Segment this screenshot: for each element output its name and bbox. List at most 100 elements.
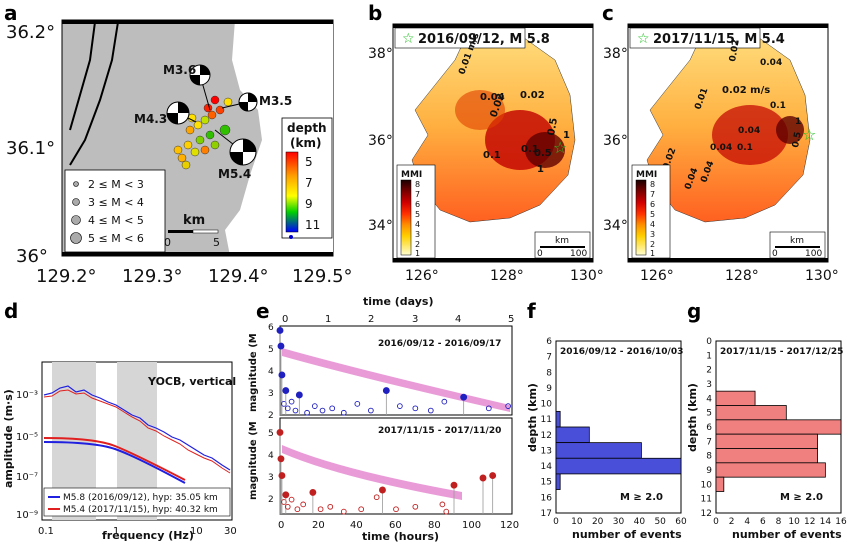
frame-tick-top — [62, 20, 333, 24]
aftershock-point — [368, 407, 374, 414]
svg-text:4: 4 — [268, 367, 274, 377]
panel-d: d YOCB, vertical M5.8 (2016/09/12), hyp:… — [2, 299, 237, 542]
aftershock-point — [282, 491, 290, 499]
svg-text:6: 6 — [650, 200, 655, 209]
panel-e: e time (days) 0 1 2 3 4 5 2016/09/12 - 2… — [248, 295, 519, 542]
svg-text:8: 8 — [415, 180, 420, 189]
panel-f: f 2016/09/12 - 2016/10/03 M ≥ 2.0 6 7 8 9 10… — [526, 299, 687, 541]
mmi-title: MMI — [401, 170, 422, 180]
lon-tick: 129.5° — [292, 266, 353, 287]
x-axis-label: number of events — [732, 528, 842, 541]
x-tick-label: 0 — [713, 517, 719, 527]
focal-mechanism-m43 — [166, 101, 190, 125]
svg-text:20: 20 — [312, 520, 325, 531]
svg-text:7: 7 — [415, 190, 420, 199]
y-tick-label: 10 — [701, 480, 713, 490]
event-label: M3.6 — [163, 63, 196, 77]
focal-mechanism-m54 — [229, 138, 257, 166]
depth-tick: 5 — [305, 155, 313, 169]
histogram-bar — [715, 405, 787, 421]
svg-text:km: km — [790, 236, 804, 246]
svg-text:6: 6 — [415, 200, 420, 209]
svg-text:0.04: 0.04 — [738, 126, 760, 136]
svg-text:40: 40 — [350, 520, 363, 531]
svg-text:0.02 m/s: 0.02 m/s — [722, 85, 770, 96]
panel-label-c: c — [602, 1, 614, 25]
svg-text:0: 0 — [537, 249, 543, 259]
svg-text:0.04: 0.04 — [710, 143, 732, 153]
x-tick-label: 40 — [634, 517, 646, 527]
aftershock-point — [382, 387, 390, 394]
depth-tick: 7 — [305, 176, 313, 190]
panel-label-f: f — [527, 299, 536, 323]
aftershock-point — [489, 472, 497, 480]
decay-band-top — [282, 348, 510, 412]
histogram-bar — [715, 419, 842, 435]
svg-text:120: 120 — [500, 520, 519, 531]
aftershock-point — [277, 455, 285, 463]
svg-text:130°: 130° — [805, 268, 839, 284]
svg-text:4: 4 — [268, 451, 274, 461]
y-tick-label: 7 — [706, 437, 712, 447]
depth-title: depth — [287, 121, 327, 135]
event-label: M3.5 — [259, 94, 292, 108]
aftershock-point — [441, 398, 448, 405]
lon-tick: 129.3° — [122, 266, 183, 287]
x-tick-label: 0 — [553, 517, 559, 527]
x-tick-label: 16 — [835, 517, 847, 527]
y-tick-label: 9 — [706, 466, 712, 476]
histogram-bar — [555, 426, 590, 444]
svg-text:3: 3 — [412, 314, 418, 325]
aftershock-point — [282, 387, 290, 394]
x-tick-label: 10 — [571, 517, 583, 527]
svg-text:1: 1 — [113, 526, 119, 537]
svg-text:100: 100 — [462, 520, 481, 531]
histogram-bar — [555, 473, 561, 490]
y-tick-label: 11 — [541, 415, 552, 425]
aftershock-point — [284, 405, 291, 412]
svg-text:2: 2 — [268, 411, 274, 421]
svg-text:10⁻⁷: 10⁻⁷ — [16, 472, 38, 483]
star-icon: ☆ — [402, 31, 415, 47]
svg-text:7: 7 — [650, 190, 655, 199]
y-axis-label: amplitude (m·s) — [2, 389, 15, 488]
spectrum-m54 — [43, 389, 231, 474]
svg-text:0.04: 0.04 — [760, 58, 782, 68]
x-ticks-g: 0 2 4 6 8 10 12 14 16 — [713, 517, 847, 527]
y-tick-label: 11 — [701, 495, 712, 505]
panel-g: g 2017/11/15 - 2017/12/25 M ≥ 2.0 012345… — [686, 299, 847, 541]
y-tick-label: 16 — [541, 493, 553, 503]
aftershock-point — [309, 488, 317, 496]
aftershock-point — [379, 486, 386, 494]
panel-label-b: b — [368, 1, 382, 25]
event-title-b: 2016/09/12, M 5.8 — [418, 32, 550, 47]
aftershock-point — [443, 508, 450, 515]
y-tick-label: 14 — [541, 462, 553, 472]
svg-text:60: 60 — [389, 520, 402, 531]
svg-text:0.1: 0.1 — [38, 526, 54, 537]
svg-text:3: 3 — [268, 389, 274, 399]
x-tick-label: 30 — [613, 517, 625, 527]
fault-line — [69, 21, 119, 166]
aftershock-point — [412, 405, 419, 412]
depth-tick: 11 — [305, 218, 320, 232]
aftershock-point — [294, 506, 301, 513]
svg-text:1: 1 — [795, 117, 801, 127]
event-label: M4.3 — [134, 112, 167, 126]
histogram-bar — [555, 442, 642, 459]
aftershock-point — [278, 371, 286, 379]
legend-item: 5 ≤ M < 6 — [88, 232, 144, 245]
histogram-bars-g — [715, 390, 842, 492]
date-range-f: 2016/09/12 - 2016/10/03 — [560, 347, 683, 357]
y-tick-label: 9 — [546, 384, 552, 394]
svg-text:3: 3 — [650, 230, 655, 239]
aftershock-point — [460, 393, 468, 401]
lat-tick: 36° — [16, 246, 48, 267]
panel-a: a — [4, 1, 353, 287]
aftershock-point — [329, 405, 336, 412]
station-label: YOCB, vertical — [147, 375, 236, 388]
mmi-colorbar — [635, 179, 647, 256]
x-tick-label: 8 — [776, 517, 782, 527]
contour-label: 1 — [537, 164, 544, 175]
panel-label-a: a — [4, 1, 18, 25]
